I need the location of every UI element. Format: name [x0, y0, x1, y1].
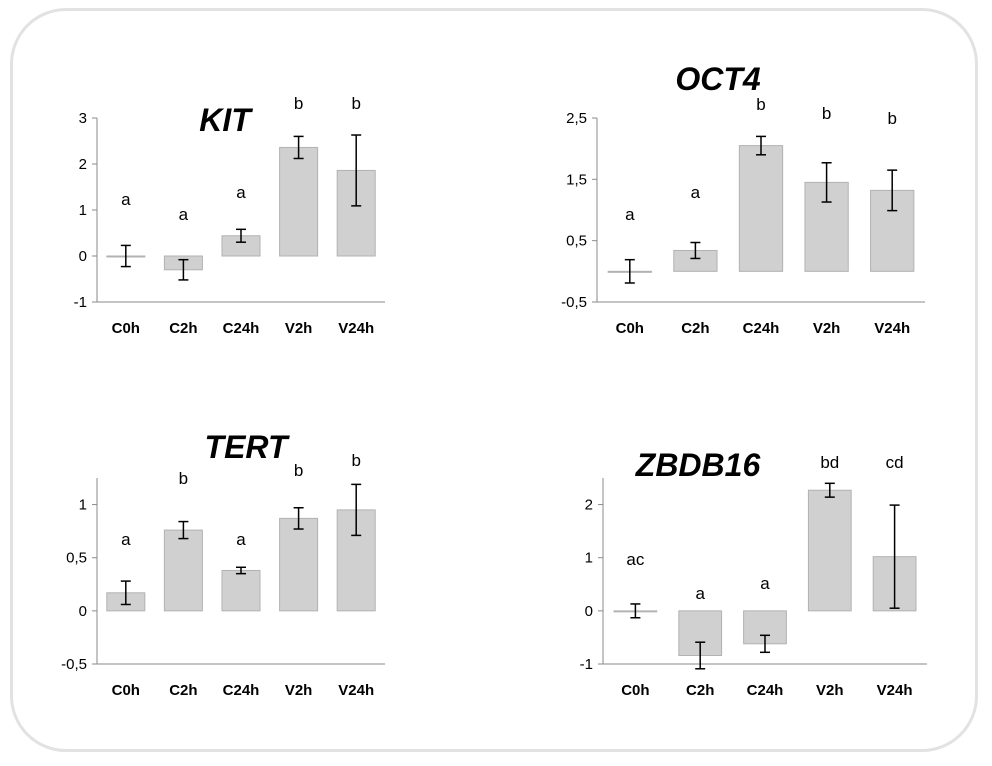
bar	[279, 517, 319, 612]
y-tick-label: -0,5	[61, 656, 87, 673]
significance-label: b	[351, 94, 360, 113]
chart-title: TERT	[205, 429, 290, 465]
y-tick-label: 1,5	[566, 171, 587, 188]
chart-tert: TERT -0,5 0 0,5 1 a C0h b C2h a C24h b V2h b V24h	[61, 429, 385, 699]
significance-label: b	[351, 451, 360, 470]
bar	[738, 145, 784, 272]
x-tick-label: V2h	[816, 682, 844, 699]
significance-label: a	[179, 205, 189, 224]
x-tick-label: V24h	[338, 682, 374, 699]
chart-kit: KIT -1 0 1 2 3 a C0h a C2h a C24h b V2h b V24h	[74, 94, 385, 337]
bar	[279, 146, 319, 257]
significance-label: a	[760, 574, 770, 593]
x-tick-label: V2h	[285, 320, 313, 337]
significance-label: a	[691, 183, 701, 202]
y-tick-label: 0	[79, 248, 87, 265]
y-tick-label: 0,5	[66, 550, 87, 567]
y-tick-label: 0,5	[566, 233, 587, 250]
chart-title: ZBDB16	[635, 447, 761, 483]
y-tick-label: -1	[74, 294, 87, 311]
significance-label: b	[887, 109, 896, 128]
x-tick-label: C0h	[112, 682, 140, 699]
significance-label: a	[121, 190, 131, 209]
x-tick-label: C24h	[223, 682, 260, 699]
y-tick-label: 1	[79, 202, 87, 219]
y-tick-label: 2	[79, 156, 87, 173]
significance-label: cd	[886, 453, 904, 472]
significance-label: a	[236, 183, 246, 202]
y-tick-label: 0	[79, 603, 87, 620]
x-tick-label: V2h	[285, 682, 313, 699]
y-tick-label: 2,5	[566, 110, 587, 127]
significance-label: a	[121, 530, 131, 549]
figure-frame	[10, 8, 978, 752]
significance-label: b	[822, 104, 831, 123]
x-tick-label: C2h	[686, 682, 714, 699]
significance-label: b	[294, 461, 303, 480]
x-tick-label: C24h	[743, 320, 780, 337]
chart-oct4: OCT4 -0,5 0,5 1,5 2,5 a C0h a C2h b C24h b V2h b V24h	[561, 61, 925, 337]
x-tick-label: V24h	[338, 320, 374, 337]
bar	[163, 529, 203, 612]
y-tick-label: 0	[585, 603, 593, 620]
significance-label: a	[625, 205, 635, 224]
y-tick-label: -1	[580, 656, 593, 673]
y-tick-label: -0,5	[561, 294, 587, 311]
x-tick-label: C0h	[616, 320, 644, 337]
significance-label: bd	[820, 453, 839, 472]
x-tick-label: C2h	[169, 682, 197, 699]
significance-label: b	[756, 95, 765, 114]
x-tick-label: C24h	[223, 320, 260, 337]
y-tick-label: 1	[585, 550, 593, 567]
significance-label: ac	[626, 550, 644, 569]
y-tick-label: 2	[585, 497, 593, 514]
x-tick-label: C0h	[112, 320, 140, 337]
x-tick-label: C2h	[681, 320, 709, 337]
chart-title: OCT4	[675, 61, 761, 97]
x-tick-label: C0h	[621, 682, 649, 699]
x-tick-label: V2h	[813, 320, 841, 337]
bar	[807, 489, 852, 612]
significance-label: b	[179, 469, 188, 488]
x-tick-label: C24h	[747, 682, 784, 699]
chart-title: KIT	[199, 102, 253, 138]
significance-label: b	[294, 94, 303, 113]
significance-label: a	[695, 584, 705, 603]
chart-zbdb16: ZBDB16 -1 0 1 2 ac C0h a C2h a C24h bd V2h cd V24h	[580, 447, 927, 699]
y-tick-label: 1	[79, 497, 87, 514]
x-tick-label: V24h	[877, 682, 913, 699]
x-tick-label: C2h	[169, 320, 197, 337]
y-tick-label: 3	[79, 110, 87, 127]
significance-label: a	[236, 530, 246, 549]
x-tick-label: V24h	[874, 320, 910, 337]
bar	[221, 569, 261, 612]
